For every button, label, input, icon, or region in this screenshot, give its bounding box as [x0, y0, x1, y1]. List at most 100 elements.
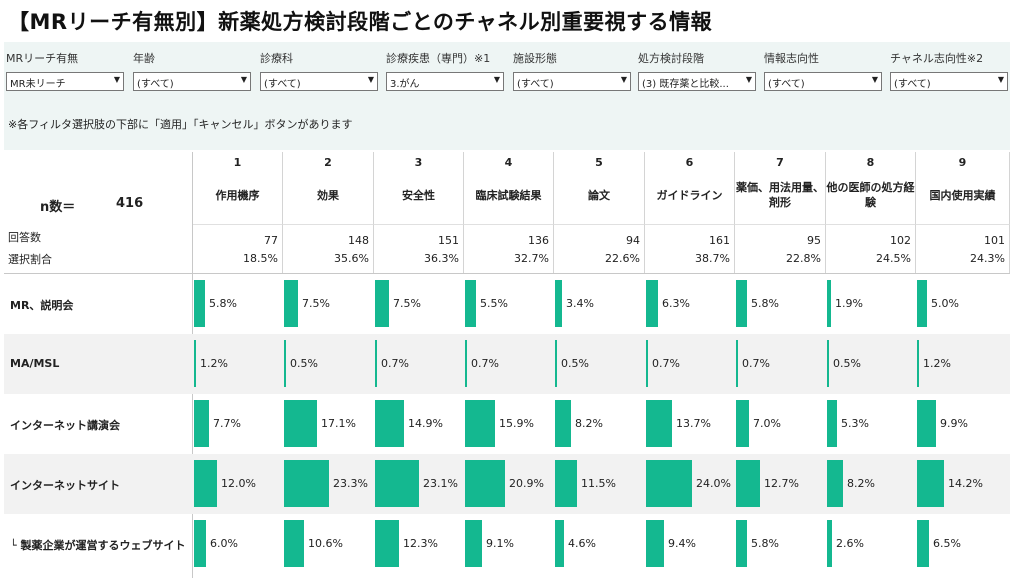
- value-label: 24.0%: [696, 477, 731, 490]
- value-label: 0.7%: [381, 357, 409, 370]
- prescription-stage-dropdown[interactable]: (3) 既存薬と比較... ▼: [638, 72, 756, 91]
- filter-facility: 施設形態 (すべて) ▼: [513, 50, 631, 91]
- value-bar: [917, 280, 927, 327]
- dropdown-value: (すべて): [768, 79, 805, 90]
- column-number: 4: [504, 156, 513, 169]
- page-title: 【MRリーチ有無別】新薬処方検討段階ごとのチャネル別重要視する情報: [8, 10, 713, 34]
- value-label: 15.9%: [499, 417, 534, 430]
- row-label: MR、説明会: [10, 299, 74, 312]
- dropdown-value: (すべて): [264, 79, 301, 90]
- column-name: 国内使用実績: [929, 188, 996, 202]
- dropdown-value: MR未リーチ: [10, 79, 66, 90]
- value-bar: [917, 340, 919, 387]
- selection-ratio: 22.8%: [786, 252, 821, 265]
- table-cell: 5.5%: [464, 274, 554, 334]
- table-cell: 9.1%: [464, 514, 554, 574]
- table-cell: 15.9%: [464, 394, 554, 454]
- column-header: 4 臨床試験結果: [464, 152, 554, 224]
- channel-info-table: n数＝ 416 回答数 選択割合 1 作用機序 77 18.5% 2 効果 148 35.6%…: [4, 152, 1010, 578]
- filter-label: 診療科: [260, 52, 293, 65]
- filter-note: ※各フィルタ選択肢の下部に「適用」「キャンセル」ボタンがあります: [8, 118, 353, 131]
- info-orientation-dropdown[interactable]: (すべて) ▼: [764, 72, 882, 91]
- filter-label: チャネル志向性※2: [890, 52, 984, 65]
- value-bar: [465, 460, 505, 507]
- column-header: 9 国内使用実績: [916, 152, 1010, 224]
- value-bar: [555, 520, 564, 567]
- column-stats: 148 35.6%: [283, 224, 374, 273]
- value-label: 11.5%: [581, 477, 616, 490]
- value-label: 12.3%: [403, 537, 438, 550]
- column-number: 2: [324, 156, 332, 169]
- value-bar: [827, 460, 843, 507]
- value-label: 0.5%: [561, 357, 589, 370]
- value-label: 14.2%: [948, 477, 983, 490]
- table-cell: 7.7%: [193, 394, 283, 454]
- value-label: 17.1%: [321, 417, 356, 430]
- column-header: 7 薬価、用法用量、剤形: [735, 152, 826, 224]
- value-bar: [465, 340, 467, 387]
- value-bar: [284, 280, 298, 327]
- table-cell: 5.3%: [826, 394, 916, 454]
- row-label: インターネットサイト: [10, 479, 120, 492]
- selection-ratio: 32.7%: [514, 252, 549, 265]
- table-cell: 0.7%: [735, 334, 826, 394]
- column-number: 6: [685, 156, 694, 169]
- table-cell: 0.5%: [554, 334, 645, 394]
- respondent-count: 95: [807, 234, 821, 247]
- channel-orientation-dropdown[interactable]: (すべて) ▼: [890, 72, 1008, 91]
- table-cell: 6.5%: [916, 514, 1010, 574]
- value-bar: [284, 400, 317, 447]
- value-label: 3.4%: [566, 297, 594, 310]
- value-bar: [827, 340, 829, 387]
- value-label: 0.7%: [742, 357, 770, 370]
- row-label: MA/MSL: [10, 357, 60, 370]
- column-header: 1 作用機序: [193, 152, 283, 224]
- table-cell: 11.5%: [554, 454, 645, 514]
- value-bar: [827, 280, 831, 327]
- value-label: 1.2%: [923, 357, 951, 370]
- table-cell: 3.4%: [554, 274, 645, 334]
- value-label: 23.1%: [423, 477, 458, 490]
- filter-label: 施設形態: [513, 52, 557, 65]
- department-dropdown[interactable]: (すべて) ▼: [260, 72, 378, 91]
- value-bar: [555, 280, 562, 327]
- respondent-count: 161: [709, 234, 730, 247]
- value-label: 6.0%: [210, 537, 238, 550]
- column-number: 8: [866, 156, 875, 169]
- value-label: 12.7%: [764, 477, 799, 490]
- column-stats: 161 38.7%: [645, 224, 735, 273]
- selection-ratio: 24.3%: [970, 252, 1005, 265]
- value-bar: [736, 400, 749, 447]
- filter-department: 診療科 (すべて) ▼: [260, 50, 378, 91]
- facility-dropdown[interactable]: (すべて) ▼: [513, 72, 631, 91]
- table-row: MA/MSL 1.2% 0.5% 0.7% 0.7% 0.5% 0.7% 0.7% 0.5% 1.…: [4, 334, 1010, 394]
- age-dropdown[interactable]: (すべて) ▼: [133, 72, 251, 91]
- filter-label: MRリーチ有無: [6, 52, 79, 65]
- chevron-down-icon: ▼: [113, 75, 120, 84]
- table-cell: 12.7%: [735, 454, 826, 514]
- table-cell: 14.2%: [916, 454, 1010, 514]
- value-label: 12.0%: [221, 477, 256, 490]
- column-stats: 151 36.3%: [374, 224, 464, 273]
- value-bar: [646, 460, 692, 507]
- table-cell: 12.3%: [374, 514, 464, 574]
- selection-ratio: 18.5%: [243, 252, 278, 265]
- value-bar: [465, 280, 476, 327]
- value-label: 0.7%: [471, 357, 499, 370]
- value-label: 7.5%: [393, 297, 421, 310]
- table-cell: 10.6%: [283, 514, 374, 574]
- value-bar: [465, 520, 482, 567]
- value-label: 5.8%: [209, 297, 237, 310]
- value-bar: [375, 460, 419, 507]
- value-label: 6.3%: [662, 297, 690, 310]
- specialty-dropdown[interactable]: 3.がん ▼: [386, 72, 504, 91]
- column-stats: 94 22.6%: [554, 224, 645, 273]
- value-bar: [917, 460, 944, 507]
- value-label: 7.5%: [302, 297, 330, 310]
- filter-label: 年齢: [133, 52, 155, 65]
- respondent-count: 148: [348, 234, 369, 247]
- mr-reach-dropdown[interactable]: MR未リーチ ▼: [6, 72, 124, 91]
- column-header: 6 ガイドライン: [645, 152, 735, 224]
- chevron-down-icon: ▼: [240, 75, 247, 84]
- table-cell: 5.0%: [916, 274, 1010, 334]
